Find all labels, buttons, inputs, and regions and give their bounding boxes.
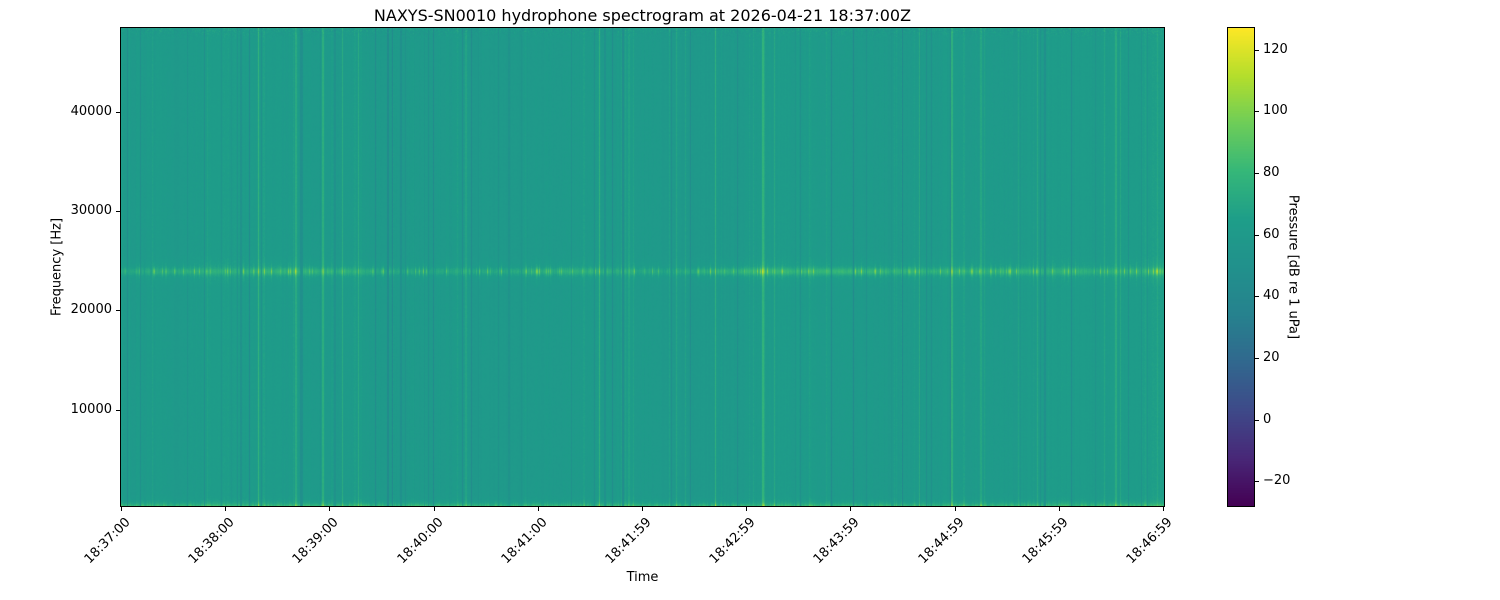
y-tick-label: 20000 [70, 302, 112, 318]
colorbar-tick-label: 120 [1263, 41, 1288, 57]
colorbar-tick-mark [1255, 235, 1259, 236]
x-tick-mark [850, 507, 851, 511]
y-tick-mark [116, 211, 120, 212]
colorbar-tick-mark [1255, 420, 1259, 421]
x-axis-label: Time [626, 570, 659, 585]
plot-area [120, 27, 1165, 507]
y-tick-label: 10000 [70, 401, 112, 417]
colorbar-gradient [1228, 28, 1254, 506]
x-tick-mark [538, 507, 539, 511]
colorbar-tick-mark [1255, 50, 1259, 51]
y-tick-mark [116, 112, 120, 113]
x-tick-label: 18:37:00 [81, 515, 134, 567]
x-tick-mark [642, 507, 643, 511]
x-tick-mark [955, 507, 956, 511]
colorbar-tick-label: 20 [1263, 349, 1280, 365]
colorbar-tick-mark [1255, 111, 1259, 112]
x-tick-mark [121, 507, 122, 511]
plot-title: NAXYS-SN0010 hydrophone spectrogram at 2… [373, 6, 912, 25]
x-tick-label: 18:44:59 [915, 515, 968, 567]
x-tick-label: 18:40:00 [394, 515, 447, 567]
x-tick-label: 18:42:59 [706, 515, 759, 567]
x-tick-mark [1163, 507, 1164, 511]
x-tick-label: 18:45:59 [1019, 515, 1072, 567]
x-tick-mark [329, 507, 330, 511]
colorbar-tick-label: 60 [1263, 226, 1280, 242]
x-tick-mark [434, 507, 435, 511]
colorbar-tick-mark [1255, 481, 1259, 482]
x-tick-label: 18:46:59 [1123, 515, 1176, 567]
colorbar-tick-label: 100 [1263, 103, 1288, 119]
colorbar-tick-label: 40 [1263, 288, 1280, 304]
x-tick-mark [746, 507, 747, 511]
x-tick-label: 18:39:00 [290, 515, 342, 567]
x-tick-mark [1059, 507, 1060, 511]
colorbar-tick-mark [1255, 173, 1259, 174]
colorbar-tick-label: −20 [1263, 473, 1291, 489]
x-tick-label: 18:38:00 [185, 515, 238, 567]
x-tick-label: 18:41:59 [602, 515, 655, 567]
x-tick-mark [225, 507, 226, 511]
colorbar-tick-label: 80 [1263, 164, 1280, 180]
y-tick-label: 40000 [70, 103, 112, 119]
colorbar-tick-mark [1255, 358, 1259, 359]
y-tick-label: 30000 [70, 203, 112, 219]
y-tick-mark [116, 410, 120, 411]
colorbar [1227, 27, 1255, 507]
x-tick-label: 18:41:00 [498, 515, 551, 567]
spectrogram-heatmap [121, 28, 1164, 506]
colorbar-tick-mark [1255, 296, 1259, 297]
x-tick-label: 18:43:59 [811, 515, 863, 567]
colorbar-tick-label: 0 [1263, 411, 1272, 427]
y-tick-mark [116, 310, 120, 311]
